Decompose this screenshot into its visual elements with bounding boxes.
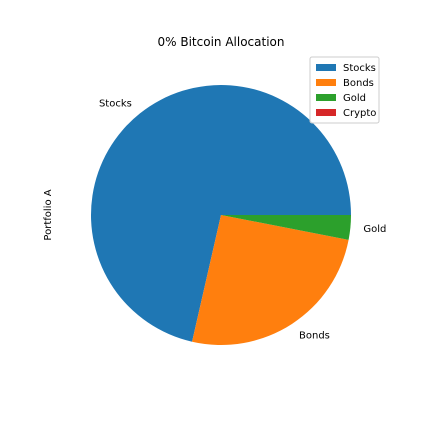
pie-slice-gold	[221, 215, 351, 240]
pie-slice-bonds	[192, 215, 349, 345]
legend-label-bonds: Bonds	[343, 78, 374, 89]
legend-frame	[309, 56, 380, 124]
pie-slice-stocks	[91, 84, 351, 342]
y-axis-label: Portfolio A	[43, 189, 54, 240]
chart-title: 0% Bitcoin Allocation	[158, 35, 285, 49]
legend-swatch-gold	[316, 94, 336, 101]
legend: Stocks Bonds Gold Crypto	[309, 56, 380, 124]
pie-label-stocks: Stocks	[99, 99, 132, 110]
legend-label-crypto: Crypto	[343, 108, 376, 119]
legend-label-gold: Gold	[343, 93, 366, 104]
pie-label-gold: Gold	[363, 224, 386, 235]
legend-swatch-bonds	[316, 79, 336, 86]
pie-label-bonds: Bonds	[299, 330, 330, 341]
legend-label-stocks: Stocks	[343, 63, 376, 74]
pie-slices	[91, 84, 351, 345]
legend-swatch-stocks	[316, 64, 336, 71]
legend-swatch-crypto	[316, 109, 336, 116]
pie-slice-labels: Stocks Bonds Gold	[99, 99, 386, 342]
